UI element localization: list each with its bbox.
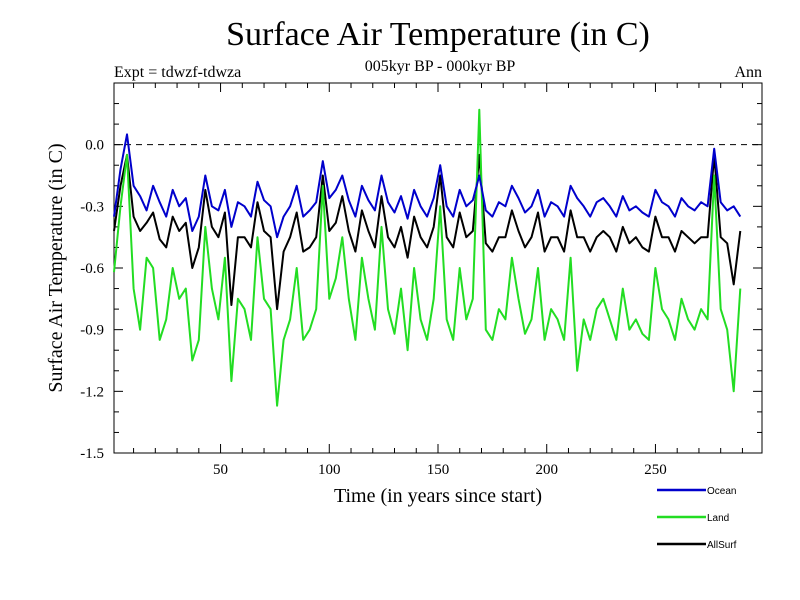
y-tick-label: 0.0 — [85, 138, 104, 154]
legend-label-ocean: Ocean — [707, 486, 736, 497]
y-tick-label: -0.3 — [80, 199, 104, 215]
chart-title: Surface Air Temperature (in C) — [226, 16, 650, 53]
legend: Ocean Land AllSurf — [657, 486, 737, 551]
y-tick-label: -1.5 — [80, 446, 104, 462]
y-tick-labels: 0.0 -0.3 -0.6 -0.9 -1.2 -1.5 — [80, 138, 104, 462]
x-axis-label: Time (in years since start) — [334, 485, 542, 507]
series-line-ocean — [113, 133, 742, 239]
season-label: Ann — [734, 64, 762, 81]
x-tick-label: 150 — [427, 462, 450, 478]
x-tick-labels: 50 100 150 200 250 — [213, 462, 667, 478]
y-tick-label: -1.2 — [80, 384, 104, 400]
y-axis-label: Surface Air Temperature (in C) — [45, 143, 67, 392]
legend-label-land: Land — [707, 513, 729, 524]
legend-label-allsurf: AllSurf — [707, 540, 737, 551]
plot-area-frame — [113, 82, 763, 454]
series-line-land — [113, 108, 742, 407]
x-tick-label: 200 — [535, 462, 558, 478]
experiment-label: Expt = tdwzf-tdwza — [114, 64, 241, 81]
x-tick-label: 250 — [644, 462, 667, 478]
series-line-allsurf — [113, 153, 742, 311]
y-tick-label: -0.6 — [80, 261, 104, 277]
series-layer — [113, 108, 742, 407]
axis-ticks — [114, 82, 762, 454]
chart-subtitle: 005kyr BP - 000kyr BP — [365, 58, 516, 75]
y-tick-label: -0.9 — [80, 323, 104, 339]
x-tick-label: 50 — [213, 462, 228, 478]
x-tick-label: 100 — [318, 462, 341, 478]
